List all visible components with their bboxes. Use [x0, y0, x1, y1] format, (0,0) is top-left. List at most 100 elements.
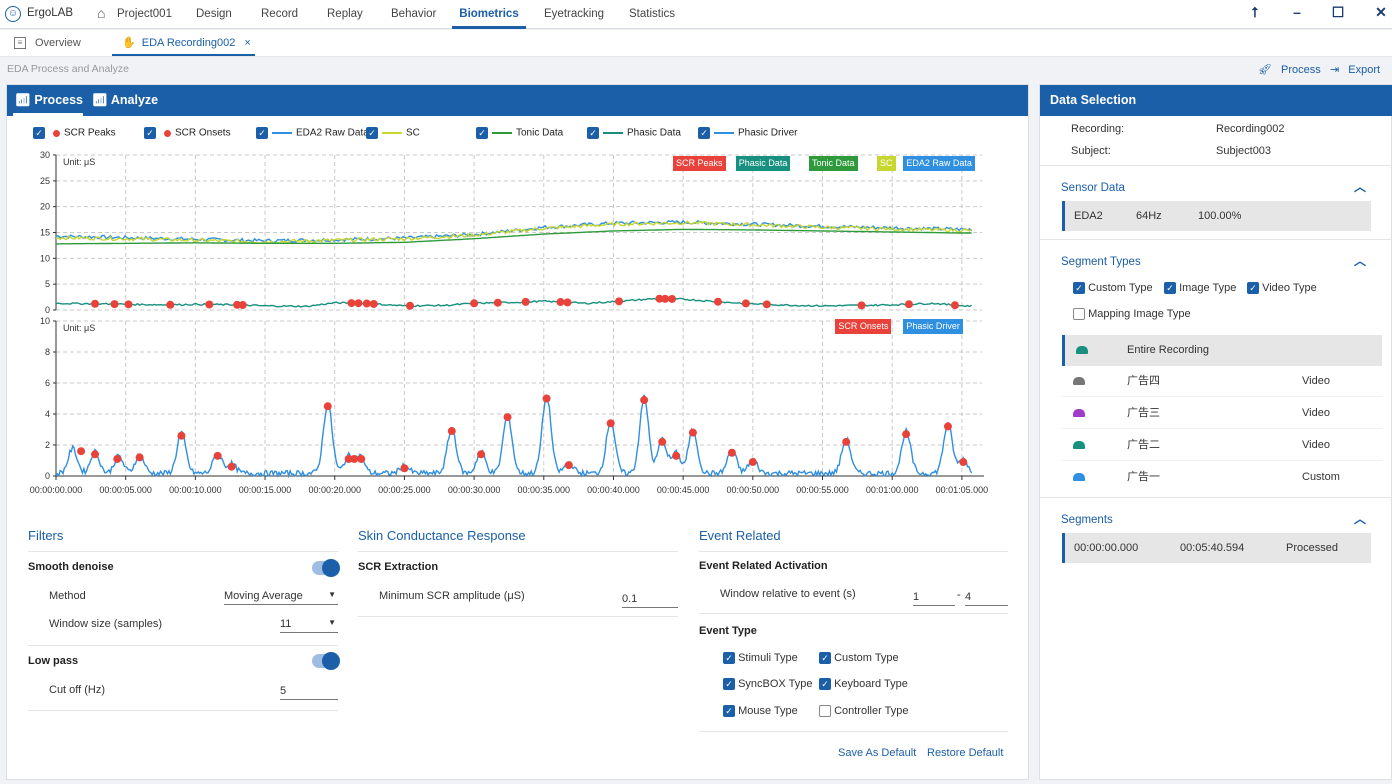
event-type-mouse[interactable]: ✓ Mouse Type: [723, 705, 798, 718]
checkbox[interactable]: ✓: [1247, 282, 1259, 295]
min-amp-input[interactable]: 0.1: [622, 593, 678, 608]
checkbox[interactable]: ✓: [698, 127, 710, 139]
tab-project[interactable]: Project001: [117, 8, 172, 20]
legend-phasic-data[interactable]: ✓ Phasic Data: [587, 127, 681, 141]
legend-sc[interactable]: ✓ SC: [366, 127, 420, 141]
title-bar: ☺ ErgoLAB ⌂ Project001 Design Record Rep…: [0, 0, 1392, 29]
segment-row[interactable]: Entire Recording: [1062, 335, 1382, 366]
tab-record[interactable]: Record: [261, 8, 299, 20]
legend-scr-peaks[interactable]: ✓ SCR Peaks: [33, 127, 116, 141]
segment-type-mapping[interactable]: ✓ Mapping Image Type: [1073, 308, 1191, 321]
tab-replay[interactable]: Replay: [327, 8, 363, 20]
legend-label: Tonic Data: [516, 127, 564, 139]
process-action[interactable]: 🚀︎ Process: [1258, 63, 1321, 76]
checkbox[interactable]: ✓: [1164, 282, 1176, 295]
chart-tag-sc[interactable]: SC: [877, 156, 896, 171]
restore-default-button[interactable]: Restore Default: [927, 747, 1004, 759]
minimize-button[interactable]: –: [1293, 4, 1301, 20]
checkbox[interactable]: ✓: [723, 652, 735, 665]
checkbox[interactable]: ✓: [587, 127, 599, 139]
divider: [699, 551, 1008, 552]
tab-analyze[interactable]: 📶︎ Analyze: [90, 85, 158, 116]
event-type-stimuli[interactable]: ✓ Stimuli Type: [723, 652, 798, 665]
checkbox[interactable]: ✓: [1073, 308, 1085, 321]
low-pass-toggle[interactable]: [312, 652, 340, 670]
x-tick-label: 00:00:25.000: [378, 485, 431, 495]
event-window-from[interactable]: 1: [913, 591, 955, 606]
event-type-syncbox[interactable]: ✓ SyncBOX Type: [723, 678, 812, 691]
tab-behavior[interactable]: Behavior: [391, 8, 437, 20]
checkbox[interactable]: ✓: [819, 705, 831, 718]
tab-eyetracking[interactable]: Eyetracking: [544, 8, 605, 20]
segment-status: Processed: [1286, 542, 1338, 554]
sensor-data-title: Sensor Data: [1061, 182, 1125, 194]
chart-tag-scr-onsets[interactable]: SCR Onsets: [835, 319, 892, 334]
tab-statistics[interactable]: Statistics: [629, 8, 676, 20]
maximize-button[interactable]: ☐: [1331, 4, 1345, 20]
collapse-icon[interactable]: ︿: [1354, 254, 1367, 268]
unit-label: Unit: μS: [63, 323, 95, 333]
home-icon[interactable]: ⌂: [97, 5, 106, 21]
chart-tag-eda2-raw-data[interactable]: EDA2 Raw Data: [903, 156, 975, 171]
scr-onset-point: [959, 458, 968, 467]
checkbox[interactable]: ✓: [819, 652, 831, 665]
checkbox[interactable]: ✓: [33, 127, 45, 139]
legend-eda2-raw[interactable]: ✓ EDA2 Raw Data: [256, 127, 369, 141]
segment-row[interactable]: 广告二 Video: [1062, 430, 1382, 461]
checkbox[interactable]: ✓: [366, 127, 378, 139]
checkbox[interactable]: ✓: [723, 678, 735, 691]
smooth-denoise-toggle[interactable]: [312, 559, 340, 577]
scr-peak-point: [857, 301, 866, 310]
chart-tag-scr-peaks[interactable]: SCR Peaks: [673, 156, 726, 171]
checkbox[interactable]: ✓: [144, 127, 156, 139]
window-size-select[interactable]: 11 ▼: [280, 618, 338, 633]
chart-tag-phasic-driver[interactable]: Phasic Driver: [903, 319, 963, 334]
segment-row[interactable]: 广告一 Custom: [1062, 462, 1382, 493]
sensor-row[interactable]: EDA2 64Hz 100.00%: [1062, 201, 1371, 231]
app-logo-icon: ☺: [5, 6, 21, 22]
legend-scr-onsets[interactable]: ✓ SCR Onsets: [144, 127, 231, 141]
legend-label: EDA2 Raw Data: [296, 127, 369, 139]
data-selection-title: Data Selection: [1040, 85, 1392, 116]
method-select[interactable]: Moving Average ▼: [224, 590, 338, 605]
chart-tag-phasic-data[interactable]: Phasic Data: [735, 156, 791, 171]
scr-peak-point: [493, 298, 502, 307]
event-type-custom[interactable]: ✓ Custom Type: [819, 652, 899, 665]
checkbox[interactable]: ✓: [819, 678, 831, 691]
tab-overview[interactable]: Overview: [35, 37, 81, 49]
tab-close-icon[interactable]: ×: [244, 37, 251, 49]
segment-type-custom[interactable]: ✓ Custom Type: [1073, 282, 1153, 295]
segment-time-row[interactable]: 00:00:00.000 00:05:40.594 Processed: [1062, 533, 1371, 563]
upload-icon[interactable]: ⭡: [1251, 4, 1259, 20]
segment-start: 00:00:00.000: [1074, 542, 1139, 554]
checkbox[interactable]: ✓: [1073, 282, 1085, 295]
cutoff-input[interactable]: 5: [280, 685, 338, 700]
save-default-button[interactable]: Save As Default: [838, 747, 917, 759]
segment-type-image[interactable]: ✓ Image Type: [1164, 282, 1236, 295]
chart-tag-tonic-data[interactable]: Tonic Data: [809, 156, 858, 171]
segment-row[interactable]: 广告四 Video: [1062, 366, 1382, 397]
tab-biometrics[interactable]: Biometrics: [452, 0, 526, 29]
segment-row[interactable]: 广告三 Video: [1062, 398, 1382, 429]
y-tick-label: 15: [40, 228, 50, 238]
legend-tonic[interactable]: ✓ Tonic Data: [476, 127, 563, 141]
scr-peak-point: [238, 301, 247, 310]
x-tick-label: 00:00:50.000: [727, 485, 780, 495]
event-type-controller[interactable]: ✓ Controller Type: [819, 705, 908, 718]
export-action[interactable]: ⇥ Export: [1330, 63, 1380, 76]
checkbox[interactable]: ✓: [256, 127, 268, 139]
eda-chart[interactable]: 0 5 10 15 20 25 30 Unit: μS 0 2 4 6 8 10 Unit: μS 00:00…: [7, 147, 1028, 527]
close-button[interactable]: ✕: [1375, 4, 1387, 20]
segment-type-video[interactable]: ✓ Video Type: [1247, 282, 1317, 295]
legend-phasic-driver[interactable]: ✓ Phasic Driver: [698, 127, 797, 141]
collapse-icon[interactable]: ︿: [1354, 512, 1367, 526]
scr-peak-point: [110, 300, 119, 309]
checkbox[interactable]: ✓: [723, 705, 735, 718]
tab-process[interactable]: 📶︎ Process: [13, 85, 84, 116]
event-window-to[interactable]: 4: [965, 591, 1008, 606]
tab-design[interactable]: Design: [196, 8, 232, 20]
tab-eda-recording[interactable]: ✋ EDA Recording002 ×: [112, 30, 255, 56]
event-type-keyboard[interactable]: ✓ Keyboard Type: [819, 678, 908, 691]
collapse-icon[interactable]: ︿: [1354, 180, 1367, 194]
checkbox[interactable]: ✓: [476, 127, 488, 139]
